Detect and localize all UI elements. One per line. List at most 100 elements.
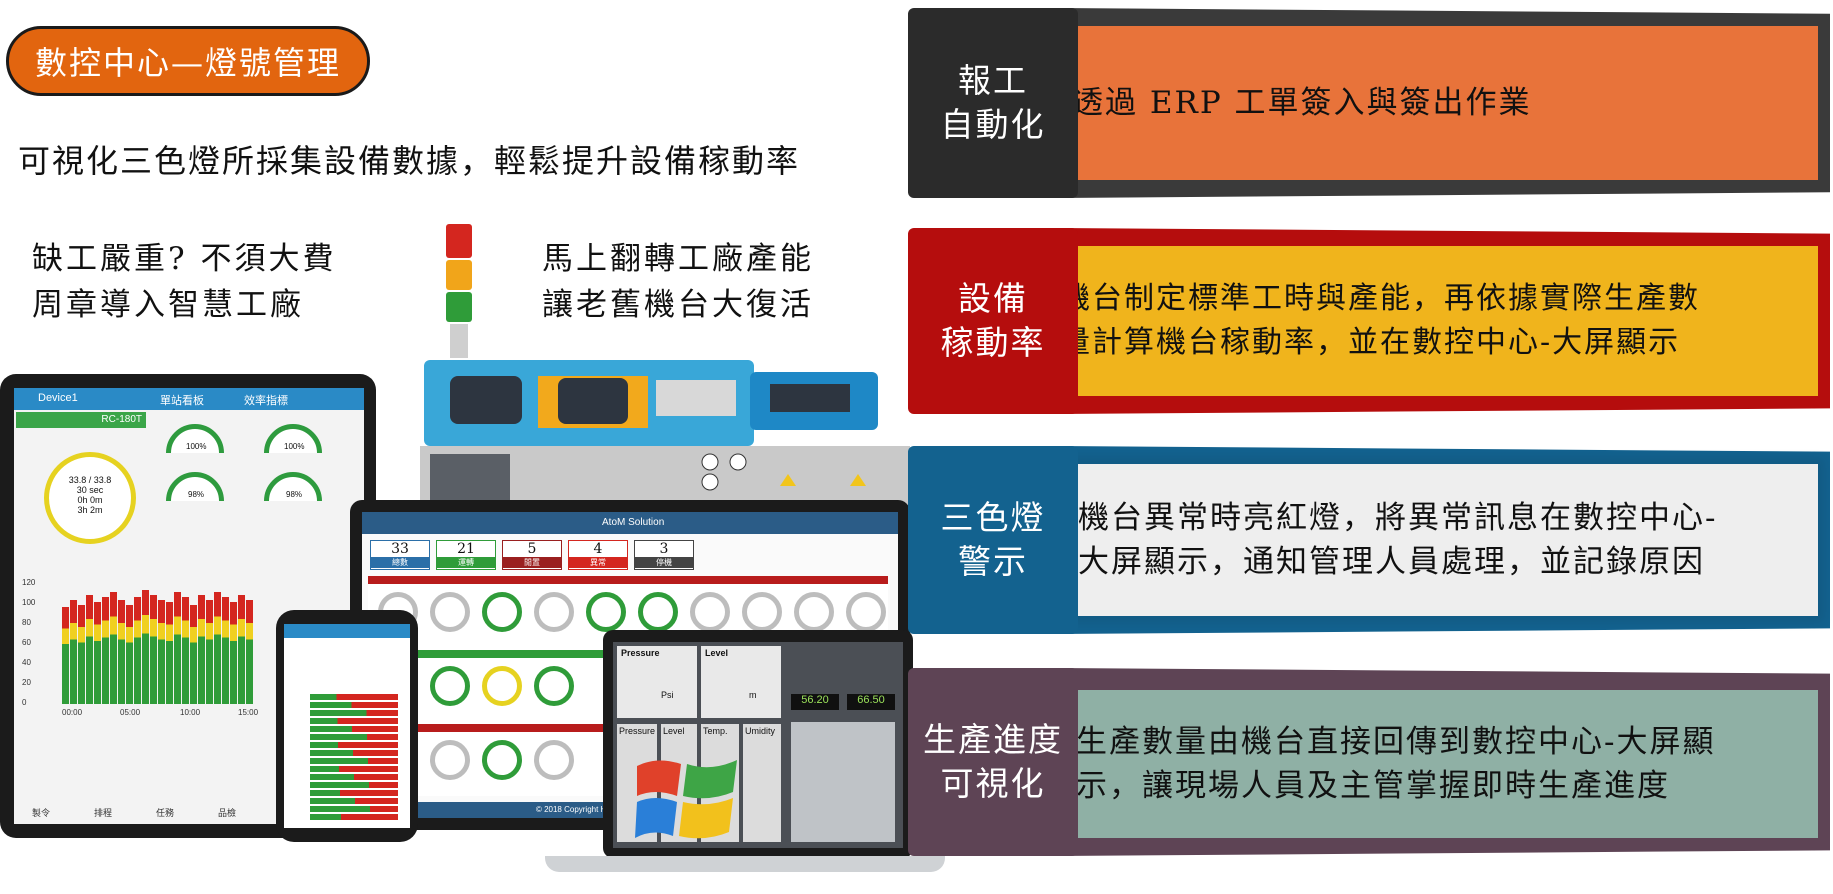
gauge-value: 0h 0m	[77, 495, 103, 505]
row-label: 設備 稼動率	[908, 228, 1078, 414]
gauge-value: 33.8 / 33.8	[68, 475, 112, 485]
hmi-readout: 56.20	[791, 694, 839, 710]
status-tile[interactable]: 3 停機	[634, 540, 694, 570]
nav-item[interactable]: 任務	[156, 808, 175, 818]
chart-bar	[198, 594, 205, 704]
phone-list-row	[310, 726, 398, 732]
machine-gauge	[534, 666, 574, 706]
status-label: 異常	[569, 557, 627, 568]
chart-bar	[214, 592, 221, 704]
phone-list-row	[310, 694, 398, 700]
machine-gauge	[482, 740, 522, 780]
status-tile[interactable]: 21 運轉	[436, 540, 496, 570]
chart-bar	[158, 599, 165, 704]
laptop-app-title: AtoM Solution	[602, 517, 665, 528]
phone-list-row	[310, 742, 398, 748]
small-gauge	[166, 472, 224, 501]
small-gauge-value: 98%	[286, 490, 303, 499]
chart-bar	[190, 604, 197, 704]
chart-bar	[94, 602, 101, 704]
row-production-progress: 生產進度 可視化 生產數量由機台直接回傳到數控中心-大屏顯 示，讓現場人員及主管掌握…	[908, 668, 1830, 856]
phone-list-row	[310, 814, 398, 820]
machine-gauge	[638, 592, 678, 632]
nav-item[interactable]: 排程	[94, 808, 113, 818]
status-tile[interactable]: 4 異常	[568, 540, 628, 570]
blurb-left-line: 周章導入智慧工廠	[32, 287, 304, 323]
tablet-bar-chart: 120 100 80 60 40 20 0 00:00 05:00 10:00 …	[22, 578, 358, 728]
blurb-right: 馬上翻轉工廠產能 讓老舊機台大復活	[542, 236, 814, 328]
tablet-header-efficiency[interactable]: 效率指標	[244, 395, 288, 407]
hmi-label: Pressure	[619, 726, 656, 736]
stack-light	[446, 218, 472, 358]
row-stack-light-alert: 三色燈 警示 機台異常時亮紅燈，將異常訊息在數控中心- 大屏顯示，通知管理人員處理，…	[908, 446, 1830, 634]
chart-bar	[182, 597, 189, 704]
tablet-header-device[interactable]: Device1	[38, 392, 78, 404]
status-count: 4	[593, 541, 603, 557]
nav-item[interactable]: 品檢	[218, 808, 237, 818]
x-tick: 00:00	[62, 708, 83, 717]
phone-device	[276, 610, 418, 842]
hmi-label: Temp.	[703, 726, 728, 736]
status-label: 閒置	[503, 557, 561, 568]
y-tick: 20	[22, 678, 31, 687]
phone-list-row	[310, 710, 398, 716]
y-tick: 0	[22, 698, 27, 707]
status-label: 停機	[635, 557, 693, 568]
phone-list-row	[310, 806, 398, 812]
phone-list-row	[310, 798, 398, 804]
row-description: 機台異常時亮紅燈，將異常訊息在數控中心- 大屏顯示，通知管理人員處理，並記錄原因	[1056, 464, 1818, 616]
chart-bar	[230, 602, 237, 704]
chart-bar	[174, 592, 181, 704]
tablet-main-gauge: 33.8 / 33.8 30 sec 0h 0m 3h 2m	[44, 452, 136, 544]
blurb-right-line: 馬上翻轉工廠產能	[542, 241, 814, 277]
blurb-left-line: 缺工嚴重? 不須大費	[32, 241, 337, 277]
chart-bar	[134, 597, 141, 704]
nav-item[interactable]: 製令	[32, 808, 51, 818]
row-label: 三色燈 警示	[908, 446, 1078, 634]
chart-bar	[150, 594, 157, 704]
hmi-label: Level	[663, 726, 685, 736]
chart-bar	[166, 602, 173, 704]
blurb-right-line: 讓老舊機台大復活	[542, 287, 814, 323]
small-gauge-value: 100%	[284, 442, 305, 451]
status-count: 3	[659, 541, 669, 557]
row-description: 機台制定標準工時與產能，再依據實際生產數 量計算機台稼動率，並在數控中心-大屏顯示	[1056, 246, 1818, 396]
hmi-readout: 66.50	[847, 694, 895, 710]
chart-bar	[102, 597, 109, 704]
y-tick: 120	[22, 578, 36, 587]
phone-list-row	[310, 750, 398, 756]
phone-list-row	[310, 774, 398, 780]
chart-bar	[246, 599, 253, 704]
phone-list-row	[310, 702, 398, 708]
machine-gauge	[482, 592, 522, 632]
status-label: 運轉	[437, 557, 495, 568]
status-label: 總數	[371, 557, 429, 568]
small-gauge-value: 98%	[188, 490, 205, 499]
chart-bar	[142, 589, 149, 704]
machine-gauge	[430, 666, 470, 706]
machine-gauge	[846, 592, 886, 632]
hmi-label: Level	[705, 648, 729, 658]
hmi-unit: m	[749, 690, 757, 700]
chart-bar	[118, 599, 125, 704]
tablet-header-board[interactable]: 單站看板	[160, 395, 204, 407]
page-title: 數控中心—燈號管理	[6, 26, 370, 96]
status-count: 5	[527, 541, 537, 557]
hmi-label: Umidity	[745, 726, 776, 736]
row-description: 生產數量由機台直接回傳到數控中心-大屏顯 示，讓現場人員及主管掌握即時生產進度	[1056, 690, 1818, 838]
machine-gauge	[794, 592, 834, 632]
x-tick: 15:00	[238, 708, 259, 717]
chart-bar	[70, 599, 77, 704]
chart-bar	[110, 592, 117, 704]
status-tile[interactable]: 5 閒置	[502, 540, 562, 570]
small-gauge-value: 100%	[186, 442, 207, 451]
gauge-value: 30 sec	[76, 485, 104, 495]
gauge-value: 3h 2m	[77, 505, 103, 515]
windows-logo	[635, 760, 737, 839]
machine-header-strip	[368, 576, 888, 584]
machine-gauge	[586, 592, 626, 632]
status-tile[interactable]: 33 總數	[370, 540, 430, 570]
y-tick: 100	[22, 598, 36, 607]
phone-list-row	[310, 718, 398, 724]
phone-list-row	[310, 790, 398, 796]
